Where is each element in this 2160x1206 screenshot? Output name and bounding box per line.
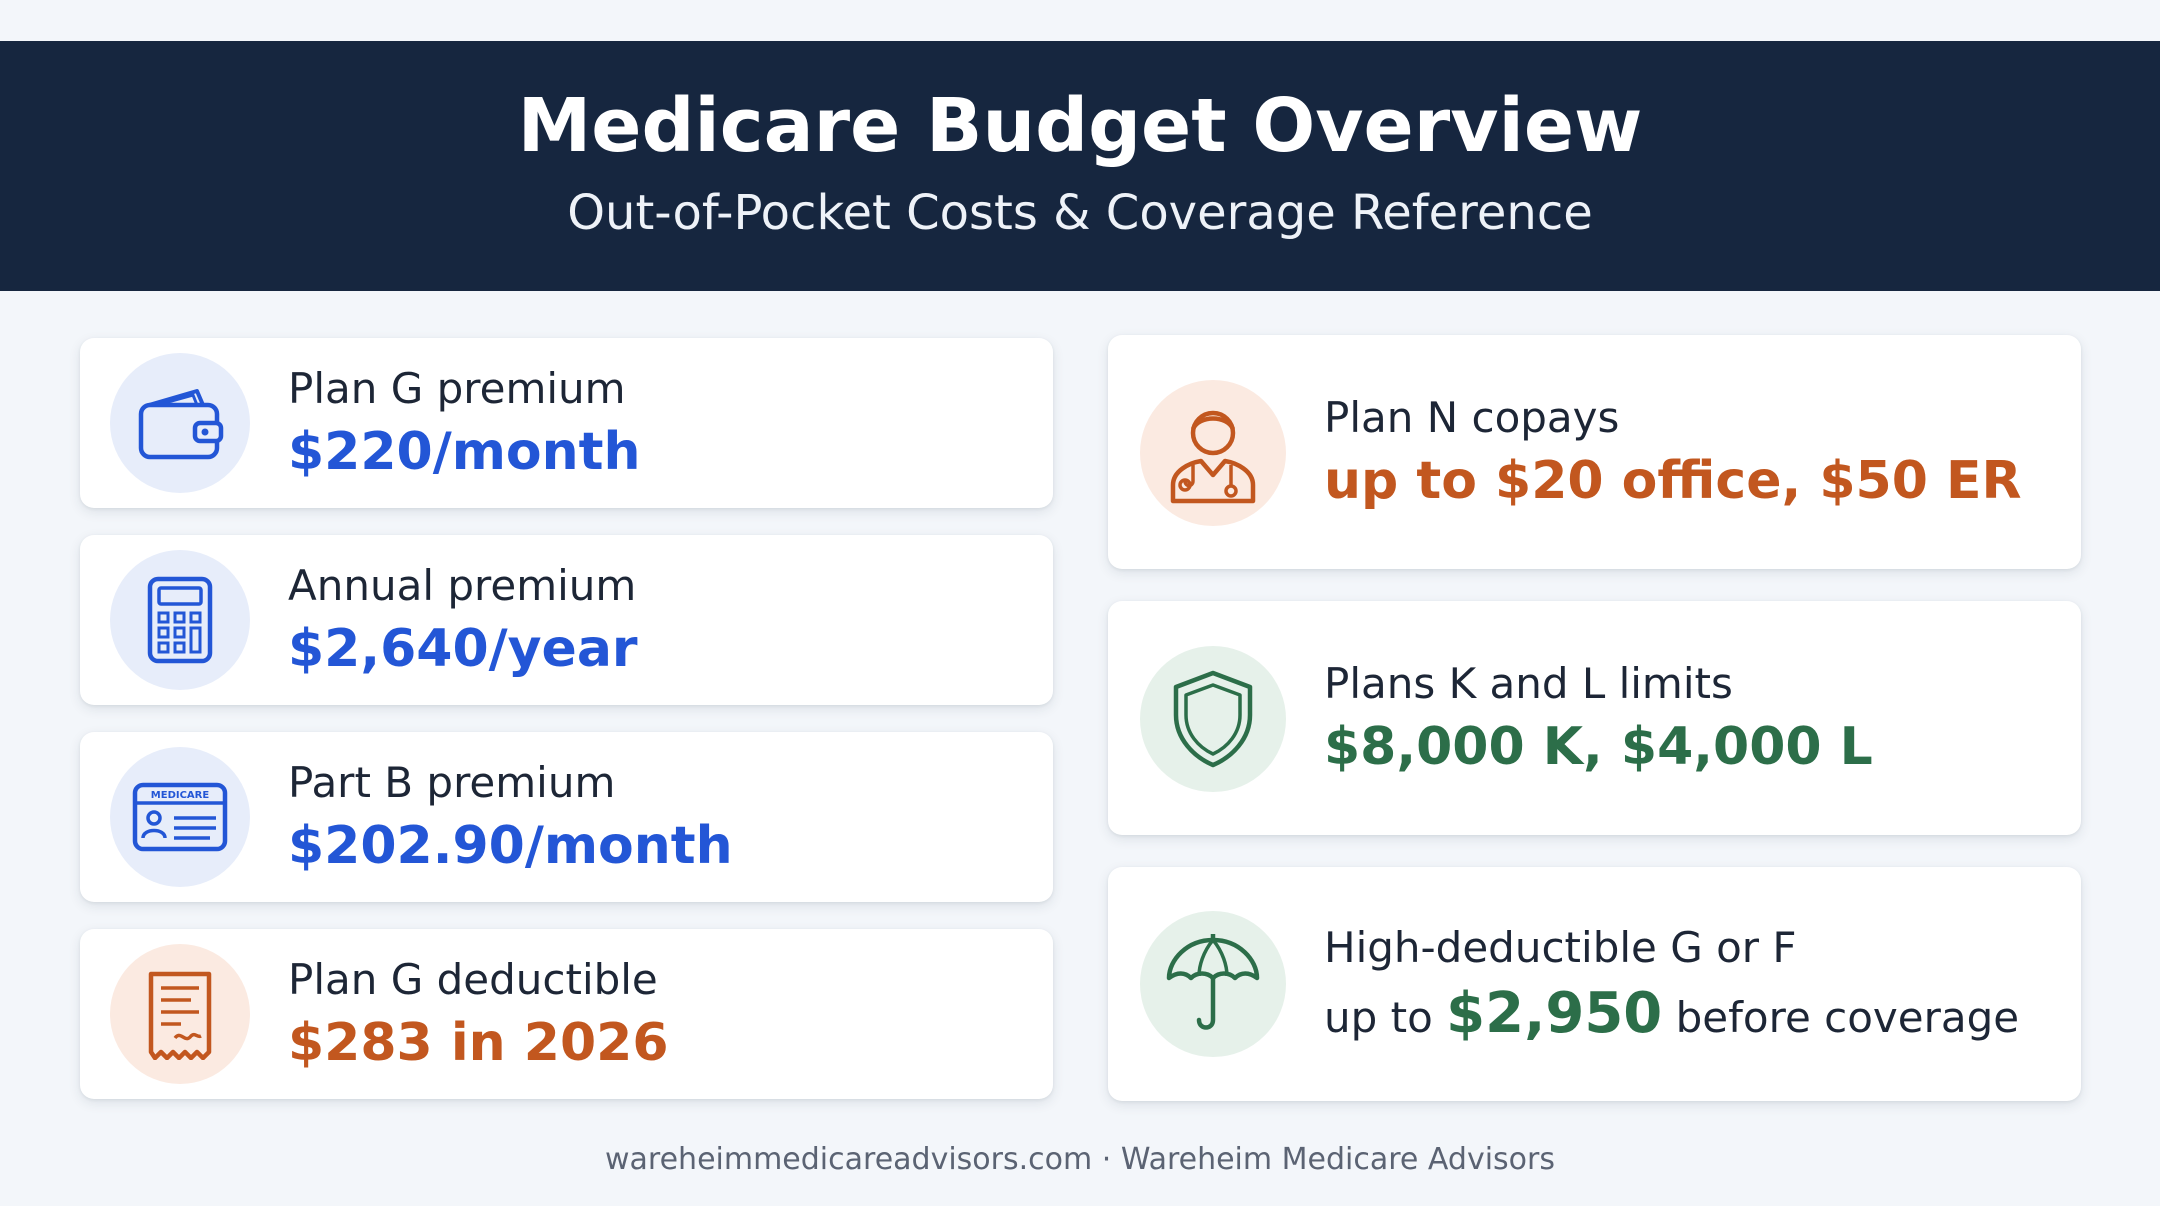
plans-k-l-limits-card: Plans K and L limits $8,000 K, $4,000 L	[1108, 601, 2081, 835]
plan-n-copays-card: Plan N copays up to $20 office, $50 ER	[1108, 335, 2081, 569]
medicare-card-text: MEDICARE	[151, 790, 210, 801]
annual-premium-card: Annual premium $2,640/year	[80, 535, 1053, 705]
card-label: Plan G deductible	[288, 955, 658, 1004]
page-title: Medicare Budget Overview	[517, 83, 1643, 169]
card-label: Annual premium	[288, 561, 637, 610]
receipt-icon	[110, 944, 250, 1084]
plan-g-premium-card: Plan G premium $220/month	[80, 338, 1053, 508]
doctor-icon	[1140, 380, 1286, 526]
value-suffix: before coverage	[1662, 993, 2020, 1042]
medicare-card-icon: MEDICARE	[110, 747, 250, 887]
calculator-icon	[110, 550, 250, 690]
page-subtitle: Out-of-Pocket Costs & Coverage Reference	[567, 185, 1593, 241]
card-value: $283 in 2026	[288, 1013, 669, 1073]
card-value: $2,640/year	[288, 619, 638, 679]
card-value: up to $2,950 before coverage	[1324, 981, 2019, 1046]
footer-credit: wareheimmedicareadvisors.com · Wareheim …	[605, 1142, 1555, 1177]
card-label: Plans K and L limits	[1324, 659, 1733, 708]
card-value: $202.90/month	[288, 816, 733, 876]
high-deductible-card: High-deductible G or F up to $2,950 befo…	[1108, 867, 2081, 1101]
shield-icon	[1140, 646, 1286, 792]
value-prefix: up to	[1324, 993, 1447, 1042]
card-value: $220/month	[288, 422, 641, 482]
card-label: Plan N copays	[1324, 393, 1620, 442]
umbrella-icon	[1140, 911, 1286, 1057]
card-label: Plan G premium	[288, 364, 626, 413]
card-label: Part B premium	[288, 758, 616, 807]
wallet-icon	[110, 353, 250, 493]
part-b-premium-card: MEDICARE Part B premium $202.90/month	[80, 732, 1053, 902]
header-banner: Medicare Budget Overview Out-of-Pocket C…	[0, 41, 2160, 291]
card-label: High-deductible G or F	[1324, 923, 1797, 972]
card-value: up to $20 office, $50 ER	[1324, 451, 2022, 511]
card-value: $8,000 K, $4,000 L	[1324, 717, 1873, 777]
value-amount: $2,950	[1446, 981, 1663, 1046]
plan-g-deductible-card: Plan G deductible $283 in 2026	[80, 929, 1053, 1099]
